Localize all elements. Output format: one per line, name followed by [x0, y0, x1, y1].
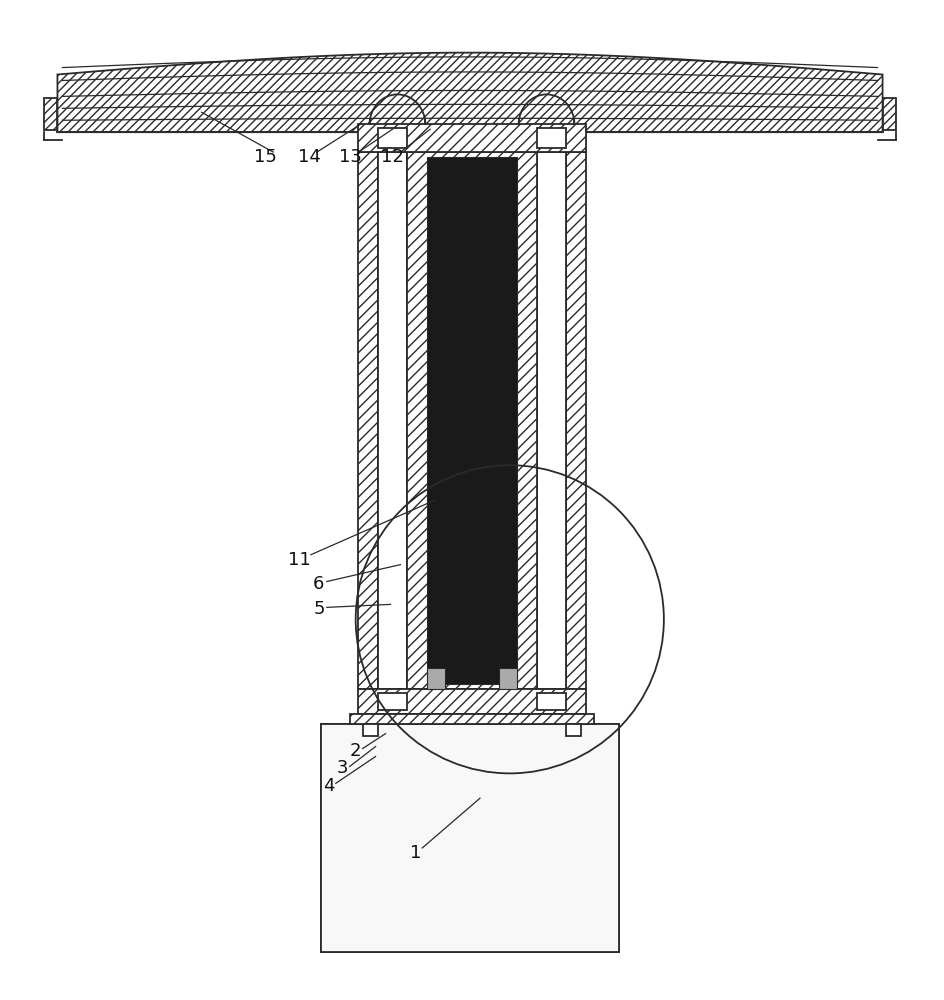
Bar	[428, 668, 446, 689]
Text: 1: 1	[410, 844, 421, 862]
Bar	[321, 724, 619, 952]
Text: 13: 13	[339, 148, 362, 166]
Bar	[349, 714, 595, 724]
Text: 15: 15	[254, 148, 277, 166]
Bar	[566, 724, 582, 736]
Bar	[321, 724, 619, 952]
Bar	[378, 152, 408, 689]
Text: 5: 5	[313, 600, 325, 618]
Bar	[358, 689, 586, 714]
Polygon shape	[58, 53, 883, 132]
Bar	[362, 724, 378, 736]
Text: 11: 11	[288, 551, 311, 569]
Bar	[536, 152, 566, 689]
Text: 4: 4	[323, 777, 334, 795]
Bar	[43, 98, 58, 130]
Bar	[536, 128, 566, 148]
Bar	[378, 693, 408, 710]
Bar	[408, 152, 536, 689]
Bar	[498, 668, 516, 689]
Bar	[428, 157, 516, 684]
Text: 6: 6	[313, 575, 325, 593]
Bar	[883, 98, 897, 130]
Text: 2: 2	[350, 742, 362, 760]
Bar	[378, 128, 408, 148]
Bar	[536, 693, 566, 710]
Bar	[358, 124, 586, 152]
Text: 12: 12	[381, 148, 404, 166]
Bar	[358, 152, 378, 689]
Bar	[566, 152, 586, 689]
Text: 14: 14	[297, 148, 320, 166]
Text: 3: 3	[337, 759, 348, 777]
